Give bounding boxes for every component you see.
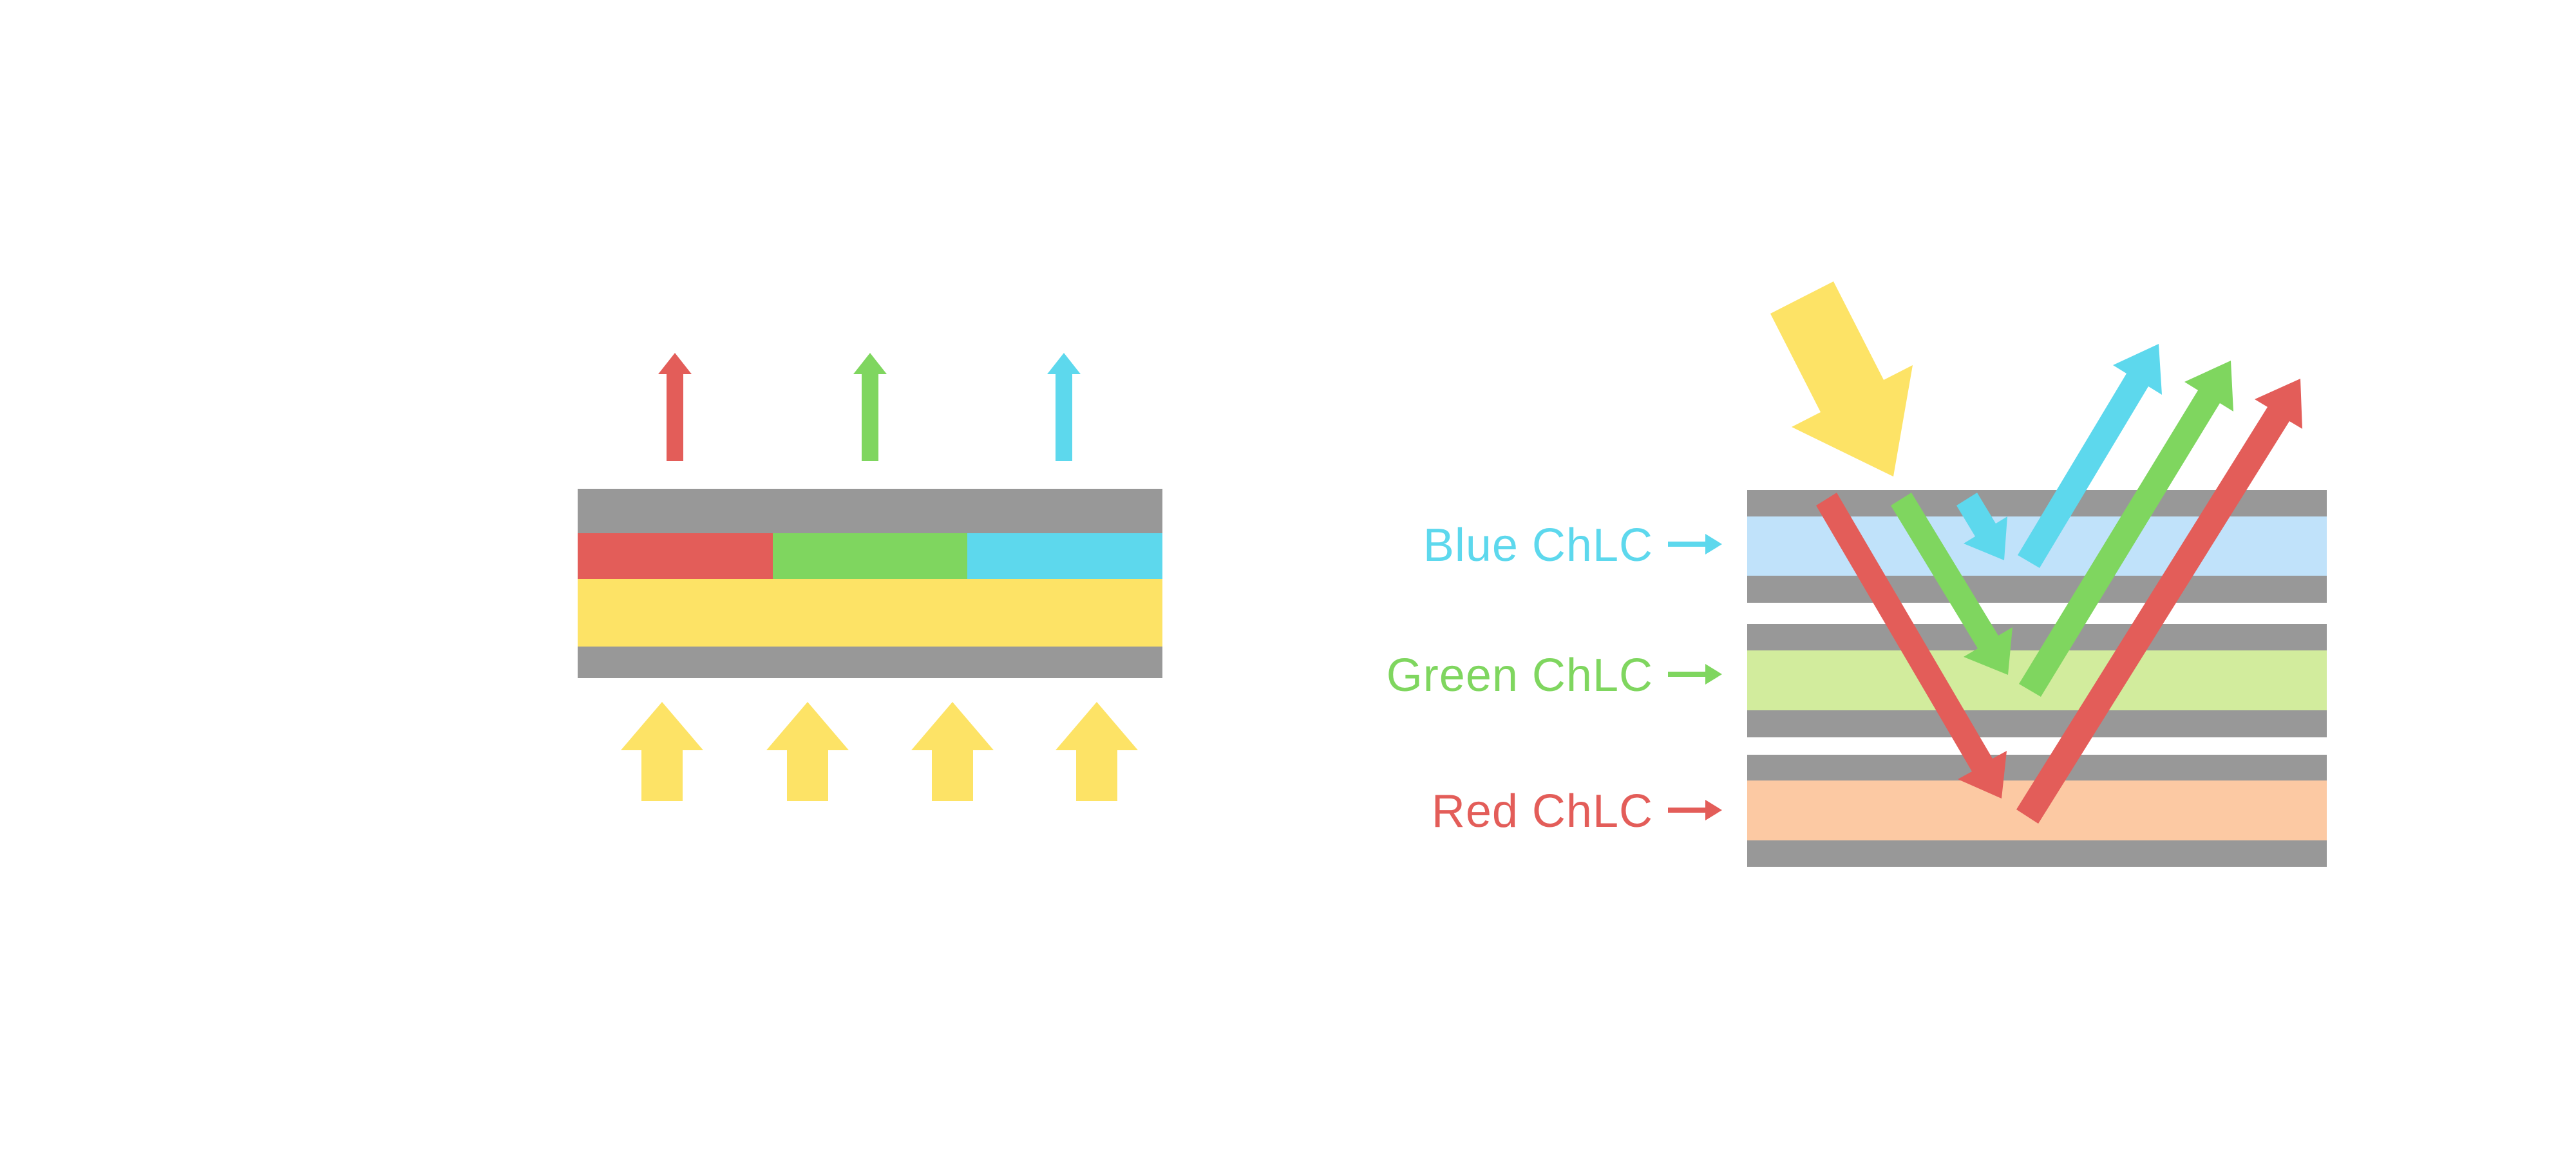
left-backlight-layer <box>578 579 1162 647</box>
red-light-reflected-arrow <box>2016 379 2302 824</box>
green-chlc-top-substrate <box>1747 624 2327 650</box>
blue-chlc-bottom-substrate <box>1747 576 2327 603</box>
left-red-segment <box>578 533 773 579</box>
green-chlc-label: Green ChLC <box>1387 650 1653 701</box>
left-emitted-green-arrow <box>853 353 887 461</box>
left-blue-segment <box>967 533 1162 579</box>
red-chlc-label: Red ChLC <box>1432 786 1653 837</box>
left-backlight-arrow-2 <box>766 702 849 801</box>
left-emitted-blue-arrow <box>1047 353 1081 461</box>
blue-light-reflected-arrow <box>2018 344 2162 568</box>
left-backlight-arrow-4 <box>1056 702 1138 801</box>
blue-light-down-arrow <box>1956 493 2007 560</box>
right-diagram: Blue ChLC Green ChLC Red ChLC <box>1387 281 2327 867</box>
left-backlight-arrow-1 <box>621 702 703 801</box>
red-chlc-bottom-substrate <box>1747 840 2327 867</box>
green-chlc-bottom-substrate <box>1747 710 2327 737</box>
left-emitted-red-arrow <box>658 353 692 461</box>
left-backlight-arrow-3 <box>911 702 994 801</box>
left-green-segment <box>773 533 967 579</box>
red-chlc-label-arrow <box>1668 800 1722 820</box>
left-diagram <box>578 353 1162 801</box>
left-top-substrate <box>578 489 1162 533</box>
green-light-down-arrow <box>1891 493 2012 675</box>
red-chlc-top-substrate <box>1747 755 2327 780</box>
green-chlc-label-arrow <box>1668 664 1722 685</box>
left-bottom-substrate <box>578 647 1162 678</box>
red-light-down-arrow <box>1816 493 2007 799</box>
blue-chlc-label: Blue ChLC <box>1423 520 1653 571</box>
green-light-reflected-arrow <box>2019 361 2233 697</box>
incident-light-arrow <box>1770 281 1913 477</box>
blue-chlc-label-arrow <box>1668 534 1722 554</box>
